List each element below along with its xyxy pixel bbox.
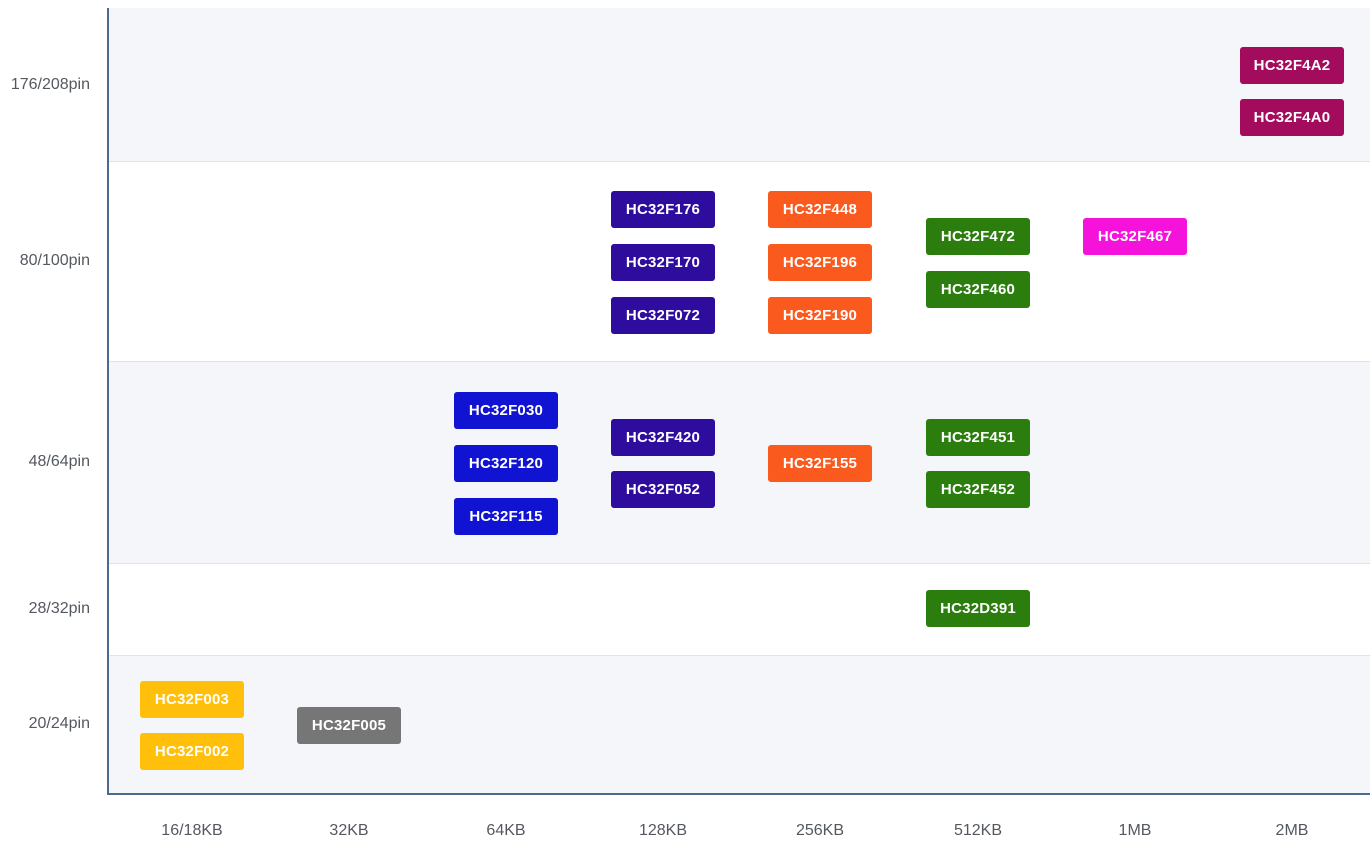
x-axis-label-32kb: 32KB xyxy=(329,822,369,839)
chip-hc32f451[interactable]: HC32F451 xyxy=(926,419,1030,456)
chip-hc32f460[interactable]: HC32F460 xyxy=(926,271,1030,308)
chip-hc32f002[interactable]: HC32F002 xyxy=(140,733,244,770)
y-axis-label-48-64pin: 48/64pin xyxy=(28,453,90,470)
pin-row-band-176-208pin xyxy=(109,8,1370,161)
chip-hc32f448[interactable]: HC32F448 xyxy=(768,191,872,228)
x-axis-line xyxy=(107,793,1370,795)
chip-hc32f115[interactable]: HC32F115 xyxy=(454,498,558,535)
x-axis-label-128kb: 128KB xyxy=(638,822,688,839)
y-axis-label-80-100pin: 80/100pin xyxy=(19,252,90,269)
x-axis-label-256kb: 256KB xyxy=(795,822,845,839)
chip-hc32f170[interactable]: HC32F170 xyxy=(611,244,715,281)
chip-hc32f196[interactable]: HC32F196 xyxy=(768,244,872,281)
chip-hc32f005[interactable]: HC32F005 xyxy=(297,707,401,744)
chip-hc32f420[interactable]: HC32F420 xyxy=(611,419,715,456)
x-axis-label-2mb: 2MB xyxy=(1275,822,1309,839)
y-axis-label-20-24pin: 20/24pin xyxy=(28,715,90,732)
y-axis-label-176-208pin: 176/208pin xyxy=(10,75,90,93)
chip-hc32f4a0[interactable]: HC32F4A0 xyxy=(1240,99,1344,136)
chip-hc32f003[interactable]: HC32F003 xyxy=(140,681,244,718)
chip-hc32f052[interactable]: HC32F052 xyxy=(611,471,715,508)
chip-hc32f472[interactable]: HC32F472 xyxy=(926,218,1030,255)
chip-hc32f190[interactable]: HC32F190 xyxy=(768,297,872,334)
chip-hc32f176[interactable]: HC32F176 xyxy=(611,191,715,228)
chip-hc32f072[interactable]: HC32F072 xyxy=(611,297,715,334)
y-axis-line xyxy=(107,8,109,795)
chip-hc32f467[interactable]: HC32F467 xyxy=(1083,218,1187,255)
pin-row-band-28-32pin xyxy=(109,563,1370,655)
pin-row-band-48-64pin xyxy=(109,361,1370,563)
x-axis-label-1mb: 1MB xyxy=(1118,822,1152,839)
pin-row-band-80-100pin xyxy=(109,161,1370,361)
chip-hc32f120[interactable]: HC32F120 xyxy=(454,445,558,482)
chip-hc32f4a2[interactable]: HC32F4A2 xyxy=(1240,47,1344,84)
pin-row-band-20-24pin xyxy=(109,655,1370,793)
x-axis-label-64kb: 64KB xyxy=(486,822,526,839)
y-axis-label-28-32pin: 28/32pin xyxy=(28,600,90,617)
chip-hc32f030[interactable]: HC32F030 xyxy=(454,392,558,429)
x-axis-label-512kb: 512KB xyxy=(953,822,1003,839)
chip-hc32f452[interactable]: HC32F452 xyxy=(926,471,1030,508)
x-axis-label-16-18kb: 16/18KB xyxy=(161,822,223,839)
chip-hc32d391[interactable]: HC32D391 xyxy=(926,590,1030,627)
chip-hc32f155[interactable]: HC32F155 xyxy=(768,445,872,482)
